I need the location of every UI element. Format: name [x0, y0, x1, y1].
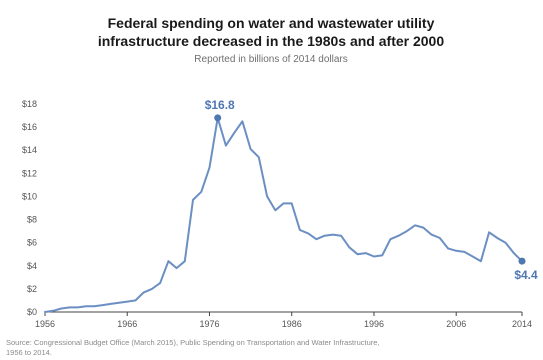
source-note-line-1: Source: Congressional Budget Office (Mar… — [6, 338, 380, 347]
y-tick-label: $14 — [22, 145, 37, 155]
data-point — [439, 237, 441, 239]
data-point — [167, 260, 169, 262]
data-point — [340, 235, 342, 237]
axes: $0 $2 $4 $6 $8 $10 $12 $14 $16 $18 1956 1966 1976 198… — [22, 99, 532, 329]
data-point — [93, 305, 95, 307]
y-tick-label: $18 — [22, 99, 37, 109]
data-point — [69, 306, 71, 308]
data-point — [126, 301, 128, 303]
data-point — [332, 233, 334, 236]
data-point — [241, 120, 243, 122]
data-point — [406, 230, 408, 232]
chart-subtitle: Reported in billions of 2014 dollars — [194, 54, 347, 65]
data-point — [159, 282, 161, 284]
data-point — [472, 255, 474, 258]
data-point — [488, 231, 490, 233]
chart-title-line-1: Federal spending on water and wastewater… — [108, 15, 435, 31]
data-point — [184, 260, 186, 262]
data-point — [398, 235, 400, 237]
data-point — [447, 247, 449, 250]
data-point — [258, 156, 260, 158]
y-tick-label: $16 — [22, 122, 37, 132]
y-tick-label: $2 — [27, 284, 37, 294]
data-point — [175, 267, 178, 269]
data-point — [200, 191, 202, 193]
data-point — [266, 195, 268, 198]
data-point — [233, 132, 235, 134]
data-point — [389, 238, 392, 240]
annotations: $16.8 $4.4 — [205, 98, 538, 282]
data-point — [315, 238, 317, 240]
y-tick-label: $8 — [27, 215, 37, 225]
data-point — [480, 260, 482, 262]
data-point — [381, 254, 383, 256]
series-layer — [44, 116, 523, 313]
data-point — [225, 145, 227, 147]
y-tick-label: $10 — [22, 191, 37, 201]
data-point — [192, 199, 194, 201]
x-tick-label: 1976 — [199, 319, 219, 329]
data-point — [118, 302, 120, 304]
x-tick-label: 1966 — [117, 319, 137, 329]
data-point — [373, 255, 375, 258]
end-value-label: $4.4 — [514, 268, 538, 282]
data-point — [101, 304, 104, 306]
data-point — [52, 310, 54, 312]
data-point — [496, 237, 498, 239]
series-line — [44, 116, 523, 313]
data-point — [77, 306, 79, 308]
x-tick-label: 1996 — [364, 319, 384, 329]
data-point — [504, 242, 507, 244]
data-point — [274, 209, 276, 211]
source-note-line-2: 1956 to 2014. — [6, 348, 52, 357]
y-tick-label: $0 — [27, 307, 37, 317]
data-point — [422, 227, 424, 229]
y-tick-label: $6 — [27, 238, 37, 248]
x-tick-label: 2014 — [512, 319, 532, 329]
data-point — [455, 250, 457, 252]
data-point — [291, 202, 293, 204]
data-point — [348, 246, 350, 248]
data-point — [282, 202, 285, 204]
end-marker — [518, 257, 526, 265]
y-tick-label: $4 — [27, 261, 37, 271]
peak-marker — [214, 114, 222, 122]
data-point — [44, 311, 46, 313]
data-point — [463, 251, 466, 253]
data-point — [307, 232, 309, 235]
data-point — [143, 291, 145, 293]
data-point — [365, 252, 367, 254]
data-point — [134, 299, 137, 302]
data-point — [430, 233, 433, 236]
x-tick-label: 2006 — [446, 319, 466, 329]
data-point — [60, 307, 63, 310]
x-tick-label: 1956 — [35, 319, 55, 329]
y-tick-label: $12 — [22, 168, 37, 178]
data-point — [513, 252, 515, 254]
data-point — [356, 253, 359, 255]
data-point — [151, 288, 153, 290]
data-point — [110, 303, 112, 305]
peak-value-label: $16.8 — [205, 98, 235, 112]
data-point — [250, 148, 252, 150]
data-point — [208, 166, 211, 169]
data-point — [85, 305, 87, 307]
data-point — [324, 235, 326, 237]
x-tick-label: 1986 — [282, 319, 302, 329]
chart-title-line-2: infrastructure decreased in the 1980s an… — [98, 33, 444, 49]
data-point — [414, 224, 416, 226]
data-point — [299, 229, 301, 231]
